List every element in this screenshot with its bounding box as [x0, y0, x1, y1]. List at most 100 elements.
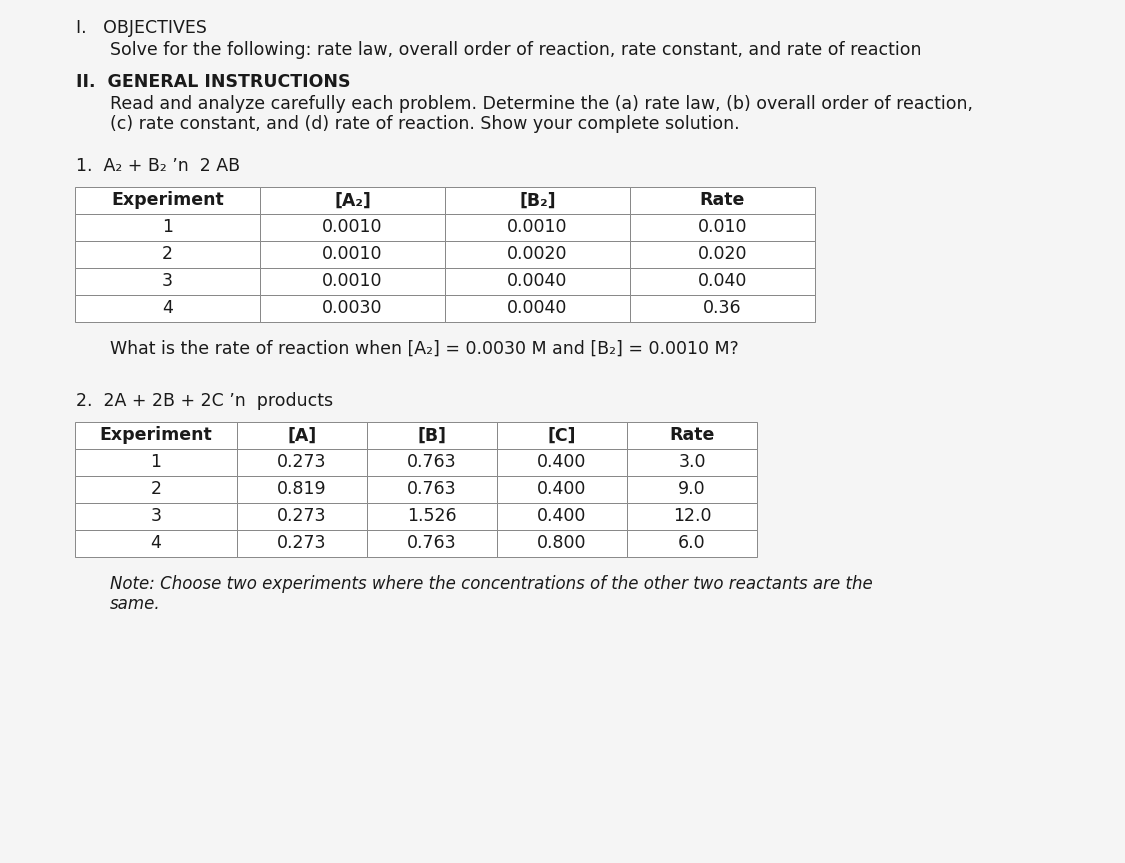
Text: (c) rate constant, and (d) rate of reaction. Show your complete solution.: (c) rate constant, and (d) rate of react… — [110, 115, 740, 133]
Text: I.   OBJECTIVES: I. OBJECTIVES — [76, 19, 207, 37]
Text: [C]: [C] — [548, 426, 576, 444]
Bar — [237, 422, 367, 449]
Bar — [627, 449, 757, 476]
Text: Experiment: Experiment — [111, 192, 224, 210]
Bar — [497, 422, 627, 449]
Text: 3: 3 — [162, 273, 173, 291]
Text: II.  GENERAL INSTRUCTIONS: II. GENERAL INSTRUCTIONS — [76, 73, 351, 91]
Text: 0.0010: 0.0010 — [322, 245, 383, 263]
Bar — [497, 476, 627, 503]
Text: 0.010: 0.010 — [698, 218, 747, 236]
Bar — [367, 503, 497, 530]
Bar — [75, 449, 237, 476]
Text: 0.36: 0.36 — [703, 299, 741, 318]
Bar — [367, 449, 497, 476]
Bar — [630, 241, 814, 268]
Bar — [367, 422, 497, 449]
Text: 0.273: 0.273 — [277, 453, 326, 471]
Text: 0.0040: 0.0040 — [507, 273, 568, 291]
Bar — [630, 295, 814, 322]
Text: 3: 3 — [151, 507, 162, 526]
Text: 6.0: 6.0 — [678, 534, 705, 552]
Bar — [446, 187, 630, 214]
Text: 0.273: 0.273 — [277, 507, 326, 526]
Text: 2: 2 — [162, 245, 173, 263]
Bar — [446, 268, 630, 295]
Text: Experiment: Experiment — [100, 426, 213, 444]
Text: 0.800: 0.800 — [538, 534, 587, 552]
Text: 4: 4 — [162, 299, 173, 318]
Bar — [75, 241, 260, 268]
Bar — [627, 422, 757, 449]
Text: 1.  A₂ + B₂ ’n  2 AB: 1. A₂ + B₂ ’n 2 AB — [76, 157, 241, 175]
Bar — [260, 214, 446, 241]
Bar — [367, 530, 497, 557]
Text: 0.819: 0.819 — [277, 481, 327, 499]
Bar — [75, 422, 237, 449]
Text: 0.763: 0.763 — [407, 534, 457, 552]
Text: 0.0040: 0.0040 — [507, 299, 568, 318]
Bar — [260, 241, 446, 268]
Bar — [237, 530, 367, 557]
Text: 0.0020: 0.0020 — [507, 245, 568, 263]
Text: 0.400: 0.400 — [538, 481, 587, 499]
Bar — [237, 449, 367, 476]
Bar — [497, 503, 627, 530]
Text: same.: same. — [110, 595, 161, 613]
Bar — [75, 187, 260, 214]
Bar — [75, 214, 260, 241]
Text: 2: 2 — [151, 481, 162, 499]
Bar — [630, 187, 814, 214]
Bar — [75, 476, 237, 503]
Bar — [497, 530, 627, 557]
Text: 1.526: 1.526 — [407, 507, 457, 526]
Bar — [627, 530, 757, 557]
Bar — [446, 214, 630, 241]
Text: [B]: [B] — [417, 426, 447, 444]
Text: Note: Choose two experiments where the concentrations of the other two reactants: Note: Choose two experiments where the c… — [110, 575, 873, 593]
Bar — [446, 241, 630, 268]
Text: Rate: Rate — [669, 426, 714, 444]
Text: Solve for the following: rate law, overall order of reaction, rate constant, and: Solve for the following: rate law, overa… — [110, 41, 921, 59]
Bar — [260, 187, 446, 214]
Bar — [446, 295, 630, 322]
Text: Read and analyze carefully each problem. Determine the (a) rate law, (b) overall: Read and analyze carefully each problem.… — [110, 95, 973, 113]
Text: 1: 1 — [151, 453, 162, 471]
Text: 0.763: 0.763 — [407, 481, 457, 499]
Text: [A₂]: [A₂] — [334, 192, 371, 210]
Bar — [237, 476, 367, 503]
Text: 0.0010: 0.0010 — [322, 273, 383, 291]
Text: 12.0: 12.0 — [673, 507, 711, 526]
Text: 0.040: 0.040 — [698, 273, 747, 291]
Bar — [260, 268, 446, 295]
Text: 0.273: 0.273 — [277, 534, 326, 552]
Text: 0.0030: 0.0030 — [322, 299, 383, 318]
Bar — [630, 268, 814, 295]
Bar — [627, 503, 757, 530]
Text: 4: 4 — [151, 534, 162, 552]
Bar — [260, 295, 446, 322]
Text: 0.0010: 0.0010 — [322, 218, 383, 236]
Bar — [237, 503, 367, 530]
Bar — [627, 476, 757, 503]
Text: 2.  2A + 2B + 2C ’n  products: 2. 2A + 2B + 2C ’n products — [76, 392, 334, 410]
Bar — [75, 295, 260, 322]
Bar — [367, 476, 497, 503]
Text: 3.0: 3.0 — [678, 453, 705, 471]
Text: 9.0: 9.0 — [678, 481, 705, 499]
Bar — [75, 503, 237, 530]
Text: 1: 1 — [162, 218, 173, 236]
Bar — [75, 530, 237, 557]
Bar — [75, 268, 260, 295]
Bar — [497, 449, 627, 476]
Bar — [630, 214, 814, 241]
Text: [B₂]: [B₂] — [520, 192, 556, 210]
Text: 0.0010: 0.0010 — [507, 218, 568, 236]
Text: What is the rate of reaction when [A₂] = 0.0030 M and [B₂] = 0.0010 M?: What is the rate of reaction when [A₂] =… — [110, 340, 739, 358]
Text: 0.400: 0.400 — [538, 507, 587, 526]
Text: 0.020: 0.020 — [698, 245, 747, 263]
Text: [A]: [A] — [287, 426, 316, 444]
Text: 0.400: 0.400 — [538, 453, 587, 471]
Text: Rate: Rate — [700, 192, 745, 210]
Text: 0.763: 0.763 — [407, 453, 457, 471]
